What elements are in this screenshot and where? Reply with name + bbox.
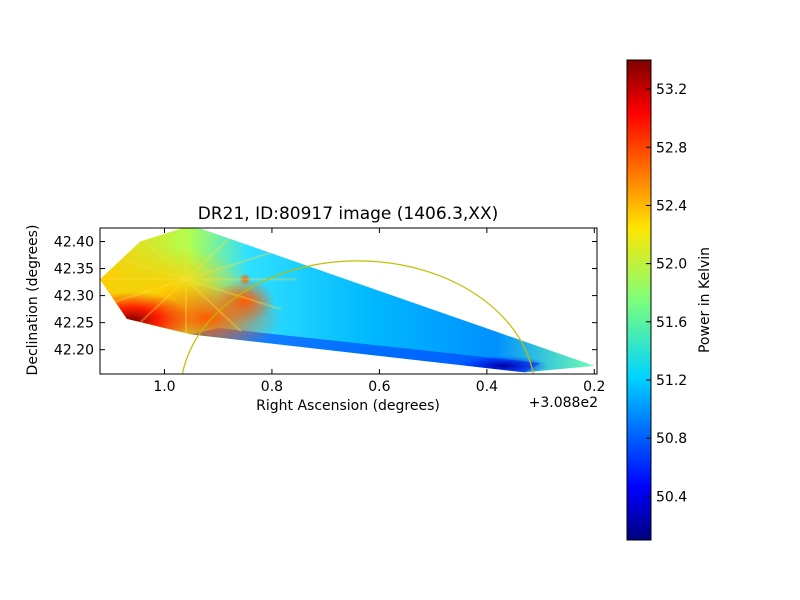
colorbar-tick-label: 53.2 xyxy=(656,82,687,98)
x-tick-label: 0.6 xyxy=(368,379,390,395)
colorbar-tick-label: 52.4 xyxy=(656,198,687,214)
colorbar-tick-label: 52.0 xyxy=(656,257,687,273)
plot-area: 1.0 0.8 0.6 0.4 0.2 42.20 42.25 42.30 42.35 42.4… xyxy=(54,227,605,395)
y-tick-label: 42.25 xyxy=(54,316,94,332)
radial-streak xyxy=(185,278,282,311)
x-tick-label: 0.8 xyxy=(261,379,283,395)
colorbar-ticks: 50.4 50.8 51.2 51.6 52.0 52.4 52.8 53.2 xyxy=(646,82,687,505)
chart-title: DR21, ID:80917 image (1406.3,XX) xyxy=(198,204,498,224)
x-tick-label: 1.0 xyxy=(153,379,175,395)
axes-frame xyxy=(99,227,598,375)
x-tick-label: 0.2 xyxy=(583,379,605,395)
hotspot-small xyxy=(239,273,252,286)
y-tick-label: 42.40 xyxy=(54,235,94,251)
y-axis-label: Declination (degrees) xyxy=(25,225,41,376)
x-axis-label: Right Ascension (degrees) xyxy=(256,398,440,414)
x-axis-ticks: 1.0 0.8 0.6 0.4 0.2 xyxy=(153,228,605,395)
x-tick-label: 0.4 xyxy=(476,379,498,395)
colorbar: 50.4 50.8 51.2 51.6 52.0 52.4 52.8 53.2 Power i… xyxy=(626,59,713,541)
colorbar-tick-label: 52.8 xyxy=(656,140,687,156)
x-axis-offset-label: +3.088e2 xyxy=(529,395,598,411)
y-tick-label: 42.20 xyxy=(54,343,94,359)
colorbar-tick-label: 50.4 xyxy=(656,489,687,505)
colorbar-tick-label: 51.6 xyxy=(656,315,687,331)
y-tick-label: 42.35 xyxy=(54,262,94,278)
colorbar-scale xyxy=(626,59,652,541)
colorbar-label: Power in Kelvin xyxy=(697,247,713,353)
colorbar-tick-label: 50.8 xyxy=(656,431,687,447)
overlay-arc xyxy=(181,260,534,374)
hotspot-secondary xyxy=(215,279,276,323)
y-tick-label: 42.30 xyxy=(54,289,94,305)
colorbar-tick-label: 51.2 xyxy=(656,373,687,389)
low-power-band xyxy=(191,328,541,373)
radial-streak xyxy=(185,248,282,281)
radial-streak xyxy=(185,278,242,333)
y-axis-ticks: 42.20 42.25 42.30 42.35 42.40 xyxy=(54,235,597,359)
